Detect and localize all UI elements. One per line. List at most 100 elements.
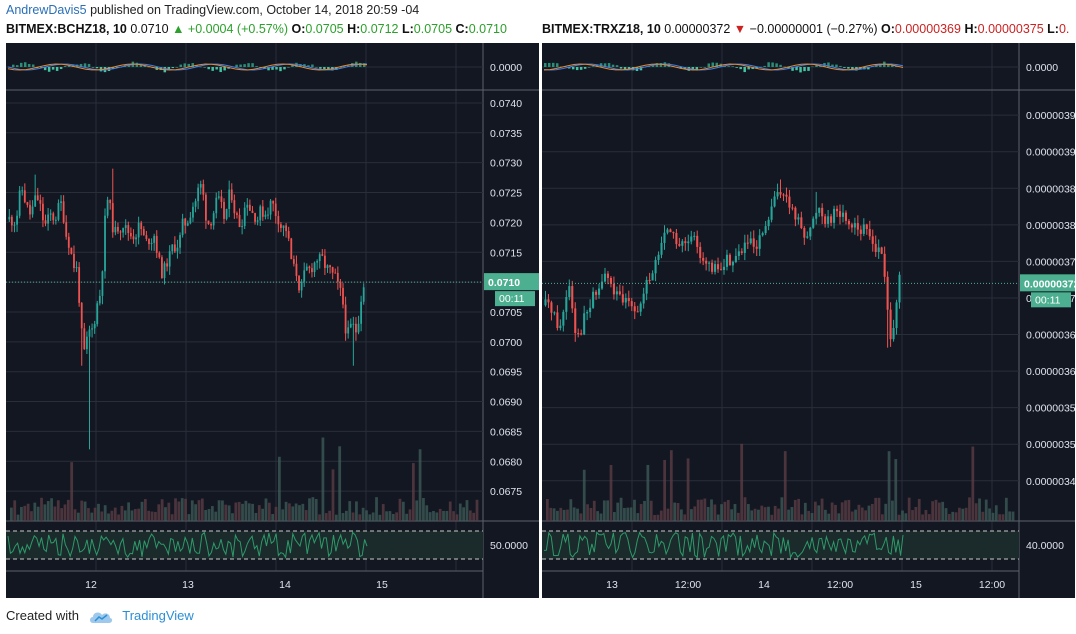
candle-body (711, 262, 714, 272)
candle-body (280, 224, 282, 228)
chart-panel-bch[interactable]: 0.0740 0.0735 0.0730 0.0725 0.0720 0.0715 0.07… (6, 43, 539, 598)
tradingview-link[interactable]: TradingView (122, 608, 194, 623)
ohlc-value: 0.0710 (468, 22, 507, 36)
macd-histogram-bar (611, 64, 615, 67)
volume-bar (33, 502, 37, 521)
macd-histogram-bar (827, 62, 830, 67)
candle-body (752, 238, 755, 247)
candle-body (26, 202, 29, 205)
volume-bar (693, 506, 697, 521)
candle-body (657, 254, 660, 260)
macd-histogram-bar (655, 63, 659, 67)
volume-bar (904, 513, 908, 521)
candle-body (80, 302, 83, 329)
volume-bar (401, 501, 405, 521)
volume-bar (462, 507, 465, 521)
candle-body (8, 216, 11, 220)
candle-body (241, 226, 244, 228)
volume-bar (110, 510, 114, 521)
volume-bar (733, 504, 737, 521)
volume-bar (291, 506, 295, 521)
candle-body (725, 254, 729, 267)
candle-body (171, 244, 174, 252)
volume-bar (937, 502, 941, 521)
volume-bar (609, 464, 613, 521)
volume-bar (891, 500, 894, 521)
volume-bar (365, 510, 368, 521)
volume-bar (301, 503, 305, 521)
macd-histogram-bar (351, 63, 354, 67)
volume-bar (113, 507, 117, 521)
macd-histogram-bar (323, 67, 326, 70)
volume-bar (442, 510, 445, 521)
price-tick-label: 0.0680 (490, 456, 522, 468)
volume-bar (415, 500, 419, 521)
candle-body (589, 307, 592, 313)
candle-body (559, 325, 562, 328)
ohlc-values: O:0.0705 H:0.0712 L:0.0705 C:0.0710 (291, 22, 506, 36)
volume-bar (237, 501, 241, 521)
candle-body (148, 238, 150, 245)
candle-body (734, 255, 737, 262)
candle-body (238, 214, 241, 228)
macd-histogram-bar (67, 65, 71, 67)
candle-body (627, 298, 630, 302)
macd-histogram-bar (307, 65, 310, 67)
macd-histogram-bar (567, 67, 571, 69)
volume-bar (267, 502, 271, 521)
volume-bar (803, 502, 807, 521)
symbol-name: BITMEX:BCHZ18, 10 (6, 22, 127, 36)
macd-histogram-bar (651, 64, 655, 67)
candle-body (47, 214, 50, 224)
time-tick-label: 12:00 (675, 579, 701, 591)
candle-body (767, 219, 770, 227)
volume-bar (385, 511, 388, 521)
candle-body (228, 189, 231, 209)
volume-bar (174, 498, 177, 521)
volume-bar (97, 503, 100, 521)
candle-body (830, 216, 833, 223)
volume-bar (241, 503, 244, 521)
macd-histogram-bar (659, 63, 663, 67)
volume-bar (978, 498, 981, 521)
volume-bar (60, 508, 63, 521)
candle-body (755, 246, 758, 249)
candle-body (862, 224, 865, 234)
volume-bar (951, 511, 955, 521)
macd-histogram-bar (147, 66, 151, 68)
macd-histogram-bar (591, 66, 595, 67)
macd-histogram-bar (763, 65, 766, 67)
candle-body (687, 241, 690, 244)
volume-bar (244, 500, 248, 521)
macd-histogram-bar (263, 67, 266, 69)
volume-bar (412, 463, 415, 521)
volume-bar (187, 514, 191, 521)
macd-value-label: 0.0000 (490, 62, 522, 74)
ohlc-key: C: (452, 22, 469, 36)
candle-body (34, 195, 37, 207)
candle-body (708, 262, 711, 264)
price-tick-label: 0.00000375 (1026, 256, 1075, 268)
candle-body (565, 296, 568, 312)
volume-bar (391, 513, 395, 521)
candle-body (292, 259, 295, 264)
volume-bar (760, 505, 764, 521)
volume-bar (944, 508, 948, 521)
volume-bar (80, 500, 84, 521)
macd-histogram-bar (887, 63, 890, 67)
volume-bar (308, 498, 311, 521)
macd-histogram-bar (695, 67, 699, 71)
candle-body (785, 194, 788, 197)
volume-bar (338, 446, 342, 521)
macd-histogram-bar (95, 67, 99, 69)
volume-bar (840, 502, 844, 521)
macd-histogram-bar (819, 65, 822, 67)
candle-body (300, 281, 303, 291)
volume-bar (867, 505, 871, 521)
volume-bar (750, 510, 754, 521)
macd-histogram-bar (735, 67, 738, 68)
macd-histogram-bar (747, 67, 750, 70)
author-link[interactable]: AndrewDavis5 (6, 3, 87, 17)
volume-bar (572, 507, 576, 521)
